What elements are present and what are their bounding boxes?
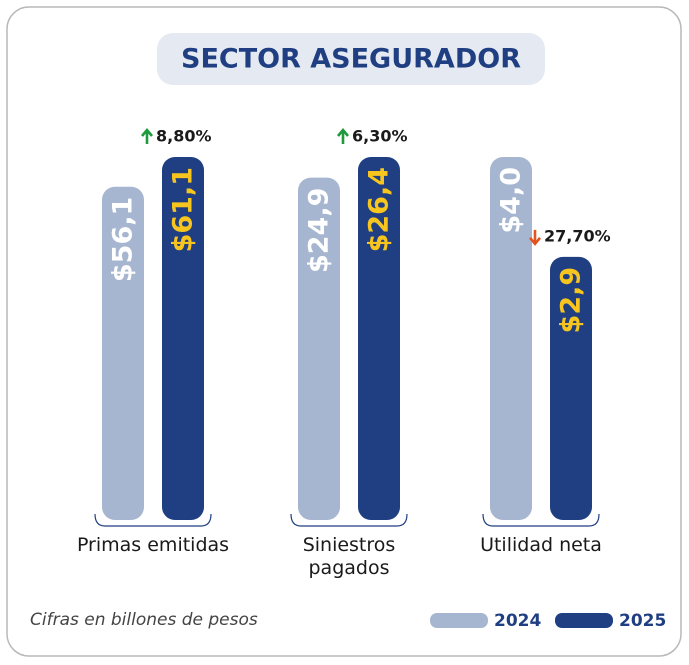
bracket [290,513,408,527]
bar [298,177,340,520]
bar [358,157,400,520]
legend-label: 2025 [619,611,666,631]
bar [550,256,592,520]
legend-swatch [555,613,613,628]
value-label: $26,4 [364,167,395,252]
legend-label: 2024 [494,611,541,631]
value-label: $61,1 [168,167,199,252]
title-pill [157,33,545,85]
bracket [94,513,212,527]
bar [162,157,204,520]
value-label: $56,1 [108,197,139,282]
note: Cifras en billones de pesos [30,610,258,630]
bar [490,157,532,520]
change-label: 8,80% [156,127,212,146]
arrow-up [141,127,153,144]
value-label: $2,9 [556,267,587,334]
category-label: Utilidad neta [480,534,602,556]
legend-swatch [430,613,488,628]
category-label: Primas emitidas [76,534,230,556]
change-label: 6,30% [352,127,408,146]
arrow-up [337,127,349,144]
chart-title: SECTOR ASEGURADOR [181,44,521,75]
bar [102,186,144,521]
arrow-down [529,229,541,246]
category-label: Siniestros pagados [302,534,396,579]
value-label: $4,0 [496,167,527,234]
bracket [482,513,600,527]
value-label: $24,9 [304,188,335,273]
change-label: 27,70% [544,226,611,245]
